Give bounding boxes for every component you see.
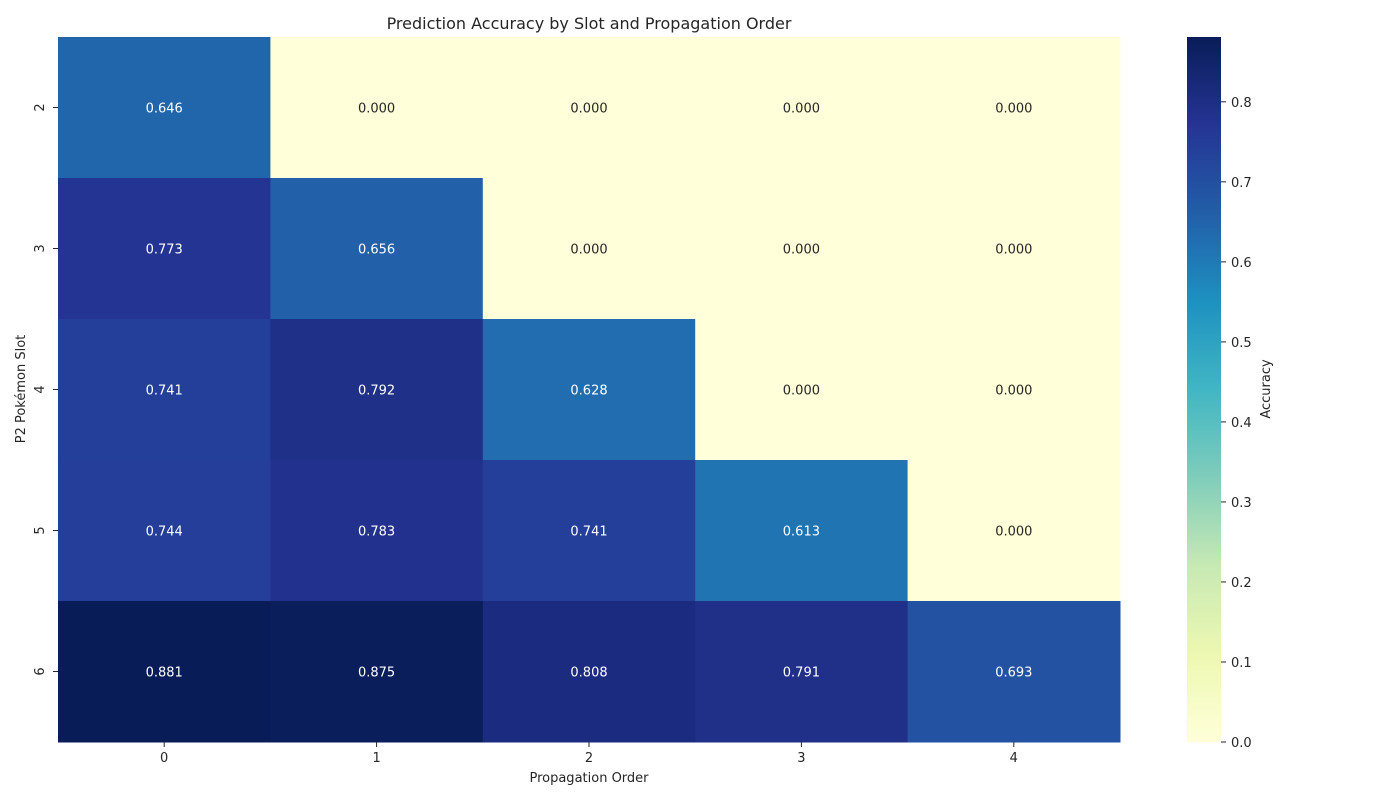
- cell-value-label: 0.792: [358, 384, 395, 399]
- heatmap-cell: [270, 37, 484, 179]
- chart-title: Prediction Accuracy by Slot and Propagat…: [387, 14, 792, 33]
- heatmap-annotations: 0.646 0.000 0.000 0.000 0.000 0.773 0.656 0.000…: [146, 102, 1033, 681]
- heatmap-cell: [695, 319, 909, 461]
- heatmap-cells: [58, 37, 1121, 743]
- y-axis-label: P2 Pokémon Slot: [14, 335, 29, 444]
- heatmap-cell: [58, 601, 271, 743]
- heatmap-cell: [58, 319, 271, 461]
- cell-value-label: 0.783: [358, 525, 395, 540]
- cell-value-label: 0.808: [570, 666, 607, 681]
- x-tick-label: 1: [372, 751, 380, 766]
- heatmap-cell: [482, 37, 696, 179]
- cell-value-label: 0.000: [995, 102, 1032, 117]
- heatmap-cell: [270, 178, 484, 320]
- heatmap-cell: [482, 601, 696, 743]
- y-tick-label: 6: [33, 667, 48, 675]
- cell-value-label: 0.628: [570, 384, 607, 399]
- heatmap-cell: [482, 319, 696, 461]
- cell-value-label: 0.741: [570, 525, 607, 540]
- heatmap-cell: [58, 460, 271, 602]
- heatmap-cell: [907, 319, 1121, 461]
- colorbar: [1187, 37, 1221, 742]
- y-tick-label: 2: [33, 103, 48, 111]
- colorbar-tick-label: 0.4: [1231, 416, 1252, 431]
- heatmap-cell: [907, 601, 1121, 743]
- colorbar-tick-label: 0.3: [1231, 496, 1252, 511]
- heatmap-cell: [695, 601, 909, 743]
- colorbar-label: Accuracy: [1259, 359, 1274, 419]
- heatmap-cell: [58, 37, 271, 179]
- heatmap-cell: [270, 319, 484, 461]
- cell-value-label: 0.741: [146, 384, 183, 399]
- cell-value-label: 0.646: [146, 102, 183, 117]
- y-tick-label: 4: [33, 385, 48, 393]
- cell-value-label: 0.656: [358, 243, 395, 258]
- cell-value-label: 0.000: [358, 102, 395, 117]
- x-tick-label: 3: [797, 751, 805, 766]
- cell-value-label: 0.744: [146, 525, 183, 540]
- x-axis-label: Propagation Order: [529, 771, 649, 786]
- x-tick-label: 4: [1010, 751, 1018, 766]
- cell-value-label: 0.000: [995, 525, 1032, 540]
- colorbar-tick-label: 0.6: [1231, 256, 1252, 271]
- cell-value-label: 0.773: [146, 243, 183, 258]
- y-tick-label: 5: [33, 526, 48, 534]
- heatmap-cell: [482, 178, 696, 320]
- cell-value-label: 0.000: [570, 243, 607, 258]
- cell-value-label: 0.000: [570, 102, 607, 117]
- colorbar-tick-label: 0.1: [1231, 656, 1252, 671]
- heatmap-cell: [270, 601, 484, 743]
- x-axis: 0 1 2 3 4: [160, 742, 1018, 766]
- colorbar-tick-label: 0.5: [1231, 336, 1252, 351]
- cell-value-label: 0.000: [783, 243, 820, 258]
- x-tick-label: 0: [160, 751, 168, 766]
- heatmap-cell: [907, 178, 1121, 320]
- cell-value-label: 0.000: [995, 243, 1032, 258]
- cell-value-label: 0.000: [783, 102, 820, 117]
- cell-value-label: 0.791: [783, 666, 820, 681]
- heatmap-cell: [695, 37, 909, 179]
- colorbar-tick-label: 0.2: [1231, 576, 1252, 591]
- cell-value-label: 0.881: [146, 666, 183, 681]
- colorbar-ticks: 0.0 0.1 0.2 0.3 0.4 0.5 0.6 0.7 0.8: [1221, 96, 1252, 751]
- heatmap-cell: [907, 37, 1121, 179]
- colorbar-tick-label: 0.0: [1231, 736, 1252, 751]
- cell-value-label: 0.000: [783, 384, 820, 399]
- x-tick-label: 2: [585, 751, 593, 766]
- heatmap-cell: [907, 460, 1121, 602]
- heatmap-cell: [482, 460, 696, 602]
- cell-value-label: 0.000: [995, 384, 1032, 399]
- heatmap-cell: [695, 178, 909, 320]
- heatmap-cell: [58, 178, 271, 320]
- heatmap-cell: [695, 460, 909, 602]
- heatmap-cell: [270, 460, 484, 602]
- cell-value-label: 0.693: [995, 666, 1032, 681]
- colorbar-tick-label: 0.7: [1231, 176, 1252, 191]
- colorbar-tick-label: 0.8: [1231, 96, 1252, 111]
- y-axis: 2 3 4 5 6: [33, 103, 58, 676]
- cell-value-label: 0.875: [358, 666, 395, 681]
- cell-value-label: 0.613: [783, 525, 820, 540]
- y-tick-label: 3: [33, 244, 48, 252]
